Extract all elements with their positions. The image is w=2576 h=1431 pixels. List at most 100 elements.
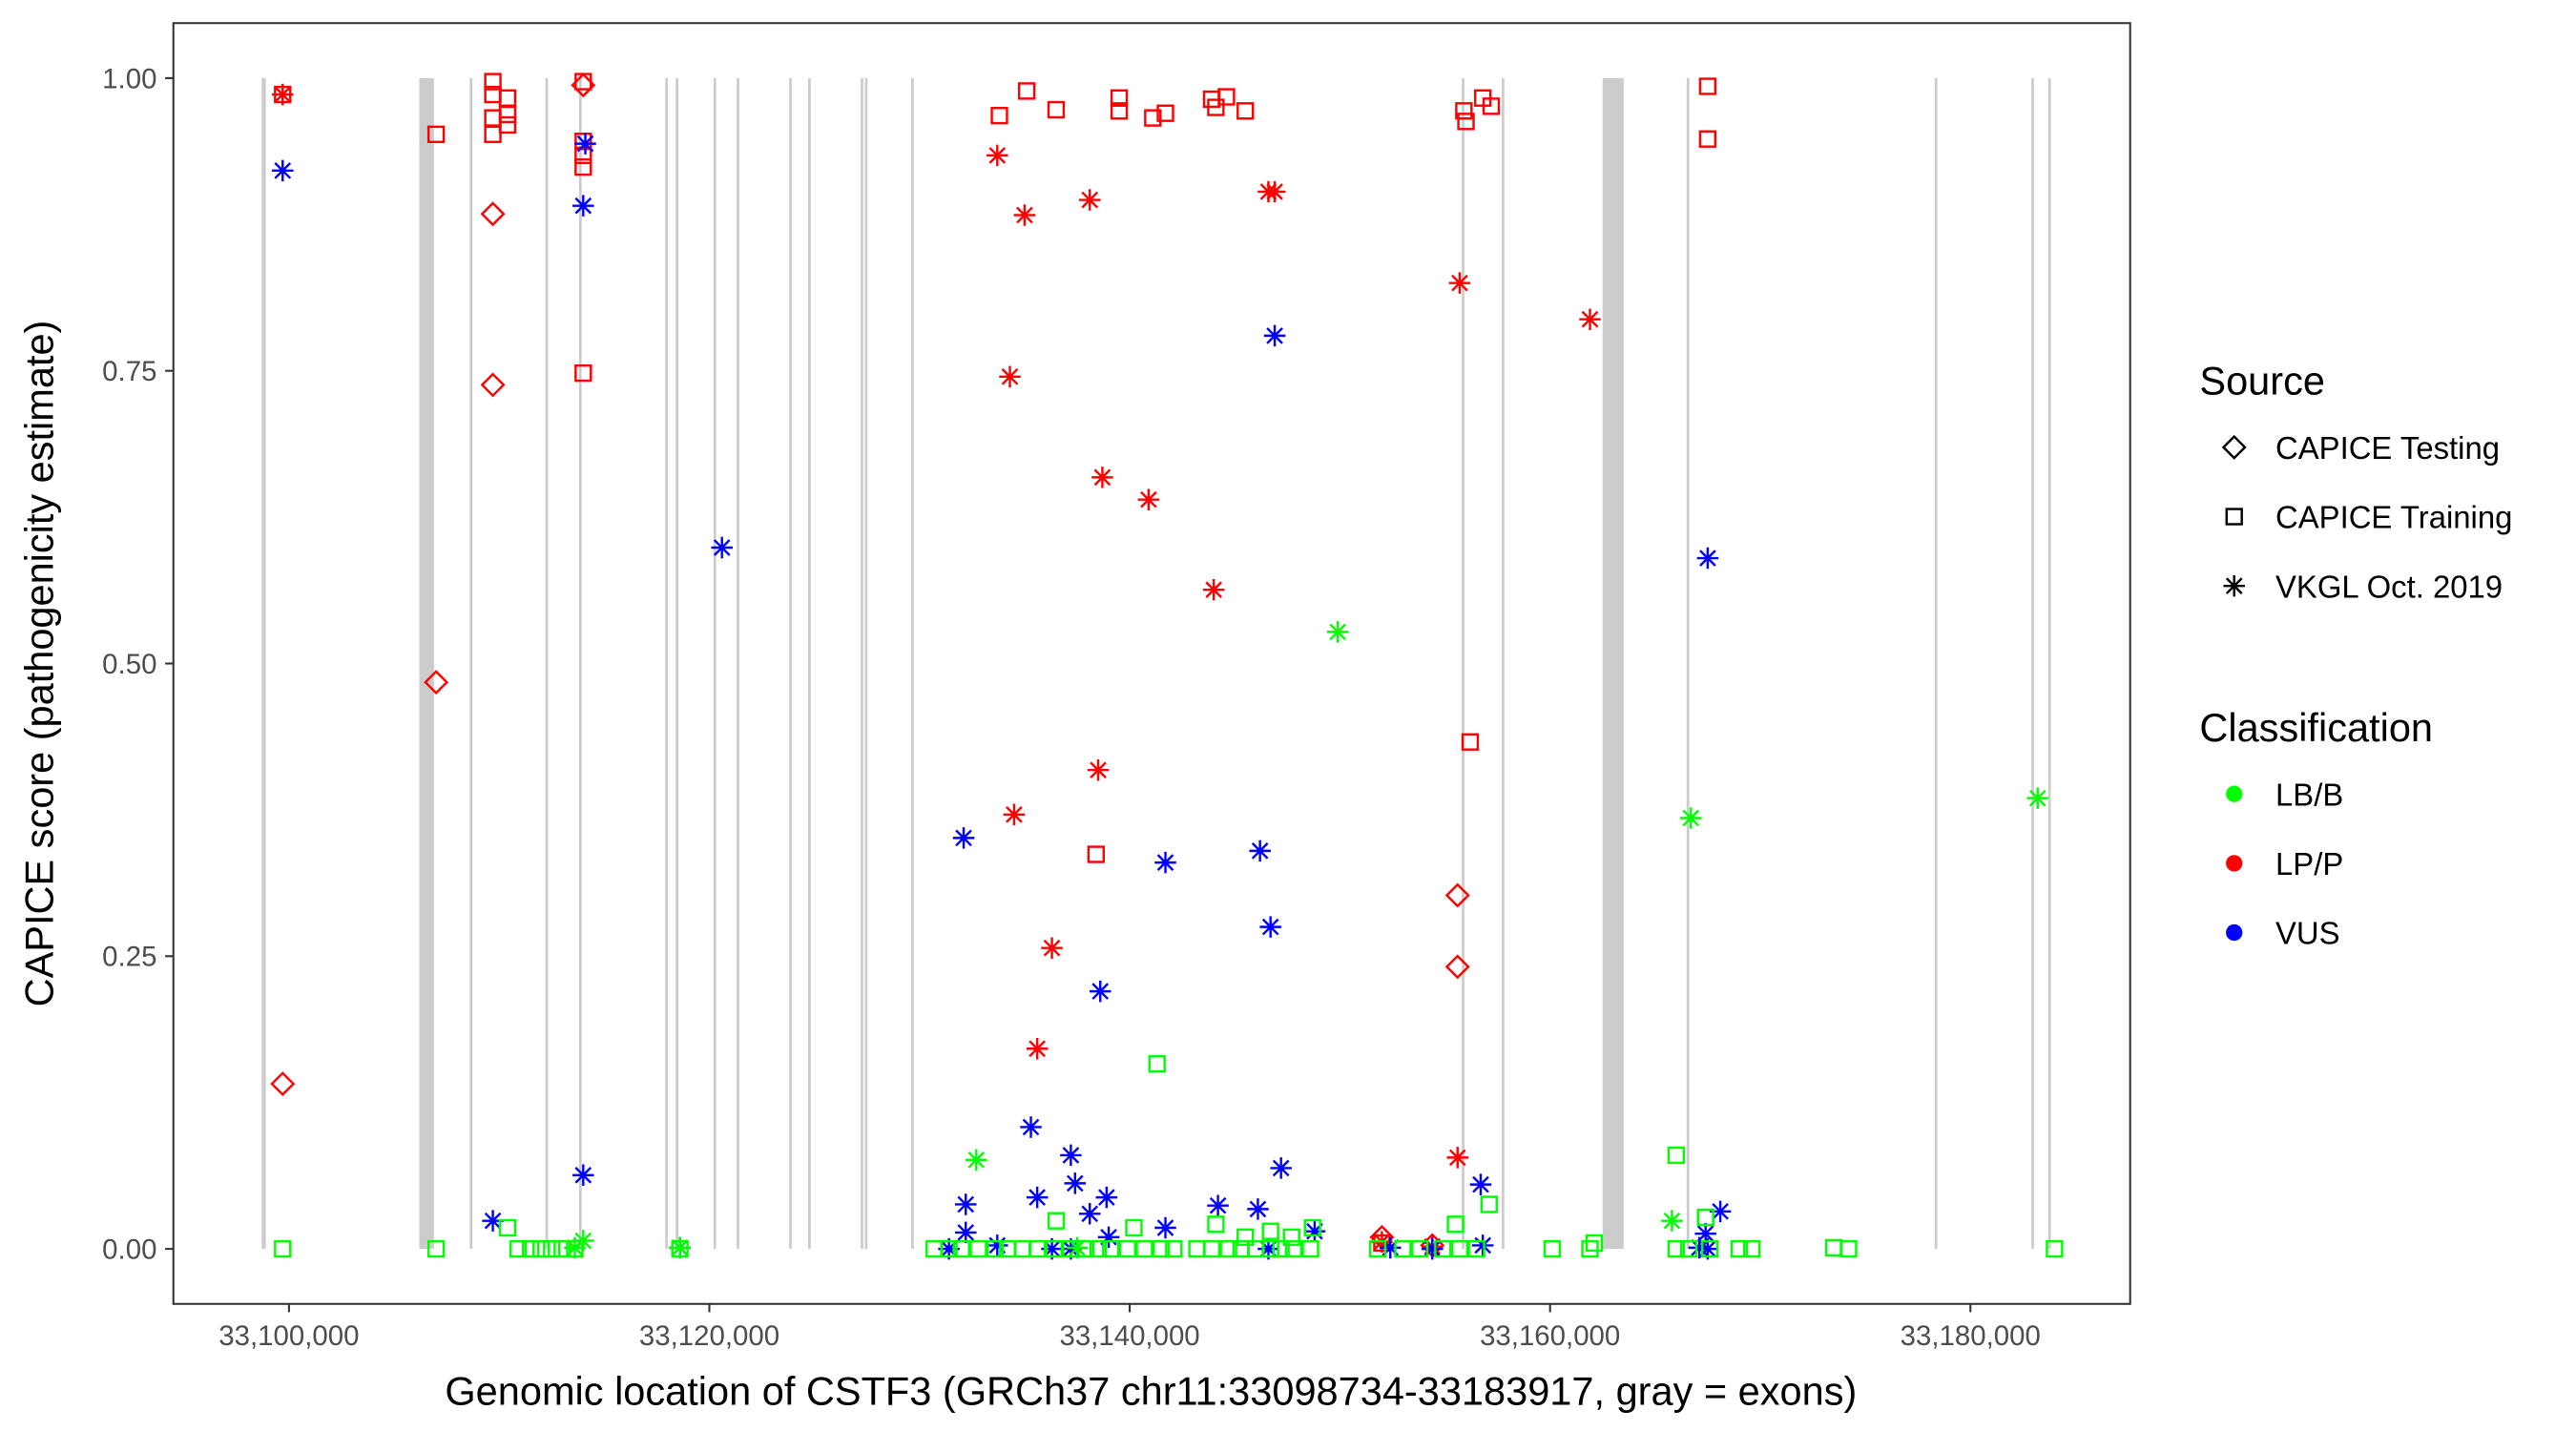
point-training-lb-b — [1165, 1239, 1183, 1258]
asterisk-shape — [1709, 1200, 1732, 1223]
exon-band — [737, 77, 739, 1250]
x-tick-label: 33,180,000 — [1901, 1320, 2041, 1352]
point-training-lp-p — [990, 107, 1008, 125]
point-training-lp-p — [498, 89, 517, 107]
point-training-lp-p — [484, 109, 502, 127]
point-training-lb-b — [1696, 1208, 1714, 1227]
point-training-lb-b — [1700, 1239, 1719, 1258]
square-shape — [1457, 113, 1475, 131]
square-shape — [484, 73, 502, 91]
point-training-lb-b — [1047, 1212, 1066, 1230]
point-training-lp-p — [574, 146, 592, 165]
square-shape — [1480, 1195, 1498, 1213]
point-training-lb-b — [522, 1239, 540, 1258]
point-training-lb-b — [1446, 1215, 1465, 1234]
point-vkgl-lb-b — [966, 1149, 987, 1172]
exon-band — [469, 77, 473, 1250]
point-training-lp-p — [1087, 845, 1106, 863]
diamond-shape — [1444, 882, 1470, 908]
square-shape — [1089, 1239, 1108, 1258]
point-training-lb-b — [1152, 1239, 1171, 1258]
square-shape — [1730, 1239, 1749, 1258]
exon-band — [2031, 77, 2034, 1250]
square-shape — [1202, 1239, 1221, 1258]
square-shape — [1236, 1228, 1255, 1247]
square-shape — [1207, 1215, 1225, 1234]
square-shape — [1303, 1218, 1321, 1237]
asterisk-shape — [1469, 1173, 1492, 1195]
point-vkgl-vus — [1688, 1236, 1711, 1259]
asterisk-shape — [1026, 1186, 1049, 1209]
point-vkgl-vus — [1154, 851, 1176, 874]
point-training-lb-b — [1284, 1239, 1303, 1258]
x-axis: 33,100,000 33,120,000 33,140,000 33,160,000… — [218, 1303, 2041, 1352]
asterisk-shape — [1154, 851, 1176, 874]
x-axis-title: Genomic location of CSTF3 (GRCh37 chr11:… — [445, 1368, 1857, 1413]
point-training-lb-b — [1667, 1239, 1686, 1258]
square-shape — [1368, 1239, 1387, 1258]
point-vkgl-vus — [1257, 1237, 1279, 1260]
point-training-lp-p — [1457, 113, 1475, 131]
point-training-lb-b — [1543, 1239, 1562, 1258]
point-vkgl-vus — [1097, 1226, 1120, 1249]
point-training-lb-b — [1272, 1239, 1290, 1258]
asterisk-shape — [1154, 1216, 1176, 1239]
asterisk-shape — [1694, 1222, 1716, 1245]
asterisk-shape — [1041, 937, 1063, 959]
square-shape — [574, 363, 592, 383]
point-training-lb-b — [1236, 1228, 1255, 1247]
legend-source-title: Source — [2199, 359, 2325, 404]
point-vkgl-lp-p — [1003, 803, 1026, 826]
exon-band — [713, 77, 717, 1250]
square-shape — [1017, 82, 1036, 100]
point-vkgl-lp-p — [1078, 189, 1101, 211]
square-shape — [1467, 1239, 1485, 1258]
square-shape — [1188, 1239, 1206, 1258]
asterisk-shape — [1680, 807, 1702, 829]
point-training-lp-p — [498, 115, 517, 135]
legend-key-square-icon — [2225, 508, 2243, 526]
point-vkgl-lp-p — [272, 83, 294, 106]
square-shape — [498, 115, 517, 135]
square-shape — [1135, 1239, 1153, 1258]
square-shape — [1110, 89, 1129, 107]
point-vkgl-vus — [987, 1234, 1008, 1256]
square-shape — [1282, 1228, 1300, 1247]
point-vkgl-lp-p — [1202, 578, 1225, 601]
legend-classification-title: Classification — [2199, 705, 2433, 750]
asterisk-shape — [938, 1237, 960, 1260]
square-shape — [484, 109, 502, 127]
point-testing-lp-p — [1444, 882, 1470, 908]
point-testing-lp-p — [270, 1071, 296, 1097]
asterisk-shape — [954, 1221, 977, 1244]
square-shape — [498, 105, 517, 124]
point-vkgl-lb-b — [1661, 1210, 1683, 1232]
square-shape — [1207, 98, 1225, 116]
point-vkgl-vus — [1060, 1144, 1082, 1167]
square-shape — [1148, 1055, 1166, 1073]
diamond-shape — [2221, 434, 2247, 460]
point-training-lb-b — [1581, 1239, 1599, 1258]
point-vkgl-vus — [1422, 1237, 1444, 1260]
square-shape — [1410, 1239, 1429, 1258]
square-shape — [1047, 100, 1066, 119]
square-shape — [1047, 1212, 1066, 1230]
point-training-lb-b — [1679, 1239, 1698, 1258]
point-vkgl-lp-p — [1026, 1038, 1049, 1060]
asterisk-shape — [1696, 1237, 1719, 1260]
asterisk-shape — [1207, 1194, 1229, 1216]
diamond-shape — [1444, 954, 1470, 980]
square-shape — [969, 1239, 987, 1258]
square-shape — [1585, 1234, 1604, 1253]
asterisk-shape — [1661, 1210, 1683, 1232]
asterisk-shape — [952, 827, 975, 849]
point-training-lb-b — [1667, 1146, 1686, 1165]
asterisk-shape — [1137, 488, 1160, 510]
square-shape — [1301, 1239, 1319, 1258]
exon-band — [2047, 77, 2051, 1250]
point-testing-lp-p — [480, 201, 506, 227]
point-vkgl-vus — [1694, 1222, 1716, 1245]
point-vkgl-vus — [1471, 1234, 1494, 1256]
point-training-lb-b — [1028, 1239, 1047, 1258]
point-vkgl-lb-b — [669, 1236, 691, 1259]
